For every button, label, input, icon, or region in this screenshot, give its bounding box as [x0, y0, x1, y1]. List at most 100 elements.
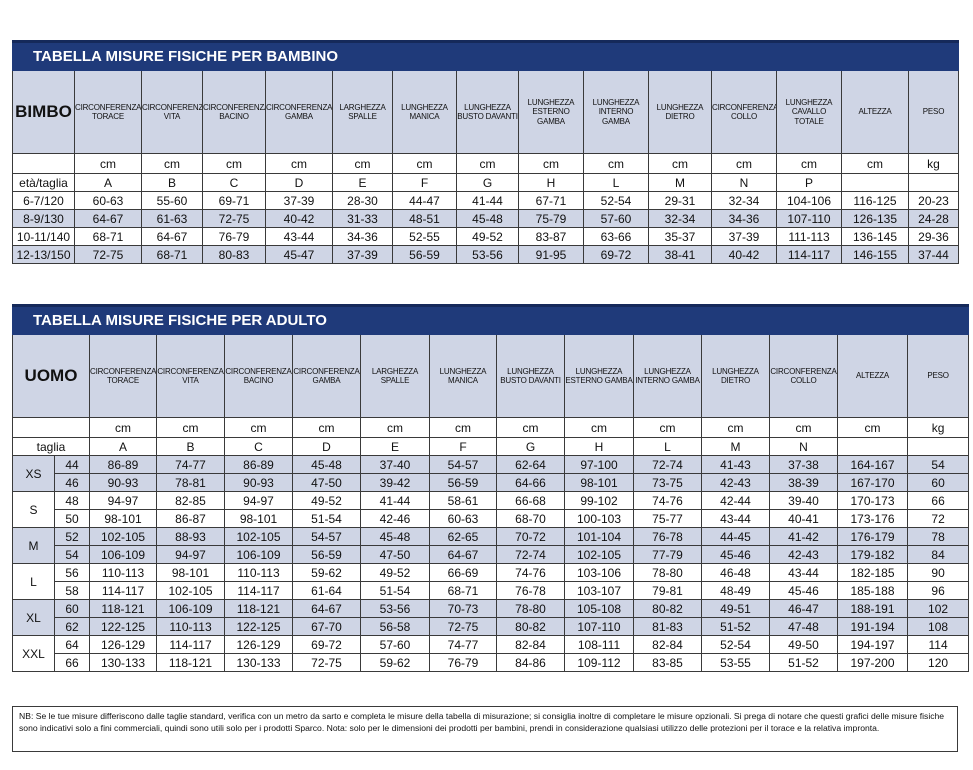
kids-unit-cell: cm [841, 153, 909, 174]
kids-value-cell: 44-47 [392, 191, 457, 210]
adult-value-cell: 62-64 [496, 455, 565, 474]
adult-value-cell: 182-185 [837, 563, 908, 582]
adult-value-cell: 83-85 [633, 653, 702, 672]
kids-value-cell: 91-95 [518, 245, 584, 264]
adult-letter-cell: A [89, 437, 157, 456]
kids-value-cell: 20-23 [908, 191, 959, 210]
adult-value-cell: 86-89 [224, 455, 293, 474]
adult-taglia-cell: 44 [54, 455, 90, 474]
adult-value-cell: 84 [906, 545, 970, 564]
kids-size-cell: 12-13/150 [12, 245, 75, 264]
adult-value-cell: 79-81 [633, 581, 702, 600]
adult-header-cell: CIRCONFERENZA COLLO [769, 334, 838, 418]
adult-value-cell: 118-121 [89, 599, 157, 618]
kids-header-cell: LARGHEZZA SPALLE [332, 70, 393, 154]
adult-letter-cell: E [360, 437, 430, 456]
adult-table-row: 54 106-109 94-97 106-109 56-59 47-50 64-67 72-7… [13, 545, 970, 564]
adult-value-cell: 61-64 [292, 581, 361, 600]
adult-value-cell: 78-81 [156, 473, 225, 492]
adult-taglia-cell: 50 [54, 509, 90, 528]
kids-letter-cell: G [456, 173, 519, 192]
adult-table-row: 58 114-117 102-105 114-117 61-64 51-54 68-71 76… [13, 581, 970, 600]
kids-unit-cell: cm [518, 153, 584, 174]
adult-value-cell: 98-101 [564, 473, 634, 492]
kids-letter-cell: N [711, 173, 777, 192]
adult-value-cell: 49-52 [360, 563, 430, 582]
adult-letter-cell [837, 437, 908, 456]
adult-letter-cell: G [496, 437, 565, 456]
adult-value-cell: 51-54 [292, 509, 361, 528]
adult-value-cell: 82-85 [156, 491, 225, 510]
adult-value-cell: 122-125 [89, 617, 157, 636]
adult-value-cell: 102-105 [564, 545, 634, 564]
kids-value-cell: 43-44 [265, 227, 333, 246]
kids-table-row: 10-11/140 68-71 64-67 76-79 43-44 34-36 52-55 4… [12, 227, 959, 246]
kids-unit-cell: cm [332, 153, 393, 174]
kids-letter-cell: D [265, 173, 333, 192]
adult-value-cell: 66-68 [496, 491, 565, 510]
kids-value-cell: 67-71 [518, 191, 584, 210]
adult-value-cell: 90 [906, 563, 970, 582]
kids-header-cell: LUNGHEZZA ESTERNO GAMBA [518, 70, 584, 154]
adult-value-cell: 185-188 [837, 581, 908, 600]
kids-size-table: TABELLA MISURE FISICHE PER BAMBINO BIMBO… [12, 40, 959, 264]
adult-value-cell: 76-78 [496, 581, 565, 600]
kids-value-cell: 53-56 [456, 245, 519, 264]
kids-letter-cell: L [583, 173, 649, 192]
adult-value-cell: 44-45 [701, 527, 770, 546]
kids-letter-cell: E [332, 173, 393, 192]
adult-value-cell: 73-75 [633, 473, 702, 492]
adult-table-row: M 52 102-105 88-93 102-105 54-57 45-48 62-65 70-… [12, 527, 970, 564]
adult-value-cell: 102-105 [224, 527, 293, 546]
adult-value-cell: 39-42 [360, 473, 430, 492]
kids-value-cell: 34-36 [332, 227, 393, 246]
adult-value-cell: 66-69 [429, 563, 497, 582]
adult-value-cell: 102 [906, 599, 970, 618]
kids-table-row: 6-7/120 60-63 55-60 69-71 37-39 28-30 44-47 41-… [12, 191, 959, 210]
kids-value-cell: 57-60 [583, 209, 649, 228]
kids-header-cell: CIRCONFERENZA COLLO [711, 70, 777, 154]
kids-unit-cell: cm [392, 153, 457, 174]
adult-value-cell: 110-113 [89, 563, 157, 582]
adult-value-cell: 77-79 [633, 545, 702, 564]
adult-value-cell: 41-44 [360, 491, 430, 510]
kids-unit-cell: cm [711, 153, 777, 174]
kids-value-cell: 68-71 [141, 245, 203, 264]
kids-header-cell: CIRCONFERENZA GAMBA [265, 70, 333, 154]
adult-value-cell: 88-93 [156, 527, 225, 546]
kids-value-cell: 40-42 [711, 245, 777, 264]
adult-taglia-cell: 58 [54, 581, 90, 600]
adult-value-cell: 68-70 [496, 509, 565, 528]
adult-header-cell: ALTEZZA [837, 334, 908, 418]
adult-units-blank [12, 417, 90, 438]
kids-value-cell: 31-33 [332, 209, 393, 228]
kids-unit-cell: cm [583, 153, 649, 174]
kids-value-cell: 80-83 [202, 245, 266, 264]
adult-value-cell: 67-70 [292, 617, 361, 636]
adult-taglia-cell: 64 [54, 635, 90, 654]
adult-value-cell: 122-125 [224, 617, 293, 636]
adult-value-cell: 86-87 [156, 509, 225, 528]
kids-unit-cell: cm [648, 153, 712, 174]
kids-value-cell: 146-155 [841, 245, 909, 264]
kids-table-row: 8-9/130 64-67 61-63 72-75 40-42 31-33 48-51 45-… [12, 209, 959, 228]
adult-taglia-cell: 62 [54, 617, 90, 636]
adult-size-group-cell: S [12, 491, 55, 528]
adult-value-cell: 191-194 [837, 617, 908, 636]
adult-letter-cell: N [769, 437, 838, 456]
adult-value-cell: 118-121 [224, 599, 293, 618]
kids-letter-cell: M [648, 173, 712, 192]
adult-value-cell: 114 [906, 635, 970, 654]
kids-value-cell: 107-110 [776, 209, 842, 228]
adult-unit-cell: cm [633, 417, 702, 438]
kids-letter-cell: H [518, 173, 584, 192]
adult-value-cell: 114-117 [156, 635, 225, 654]
kids-table-title: TABELLA MISURE FISICHE PER BAMBINO [12, 40, 959, 71]
disclaimer-note: NB: Se le tue misure differiscono dalle … [12, 706, 958, 752]
adult-unit-cell: cm [769, 417, 838, 438]
adult-value-cell: 130-133 [89, 653, 157, 672]
adult-value-cell: 43-44 [701, 509, 770, 528]
adult-header-cell: LUNGHEZZA ESTERNO GAMBA [564, 334, 634, 418]
adult-value-cell: 69-72 [292, 635, 361, 654]
kids-header-cell: CIRCONFERENZA VITA [141, 70, 203, 154]
